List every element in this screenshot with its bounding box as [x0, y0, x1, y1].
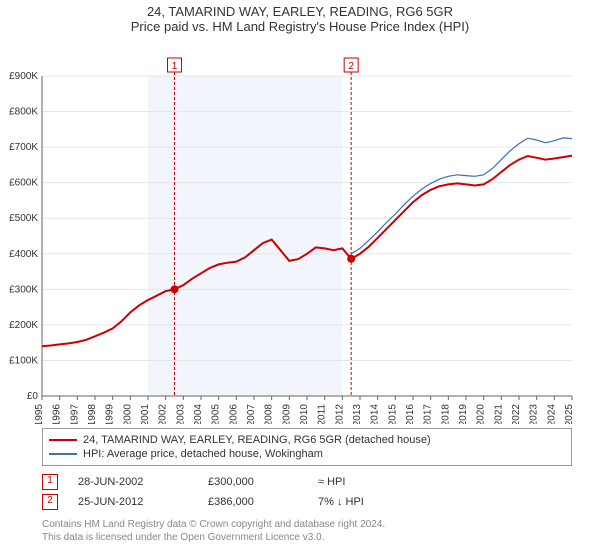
y-tick-label: £700K: [9, 142, 38, 153]
marker-price: £386,000: [208, 496, 298, 508]
x-tick-label: 2019: [458, 404, 469, 424]
x-tick-label: 2001: [140, 404, 151, 424]
x-tick-label: 2004: [193, 404, 204, 424]
marker-delta: 7% ↓ HPI: [318, 496, 364, 508]
x-tick-label: 2015: [387, 404, 398, 424]
marker-num: 2: [42, 494, 58, 510]
x-tick-label: 2003: [175, 404, 186, 424]
y-tick-label: £800K: [9, 107, 38, 118]
x-tick-label: 1996: [52, 404, 63, 424]
footer-attribution: Contains HM Land Registry data © Crown c…: [42, 518, 572, 544]
x-tick-label: 2017: [423, 404, 434, 424]
y-tick-label: £100K: [9, 355, 38, 366]
legend-label: HPI: Average price, detached house, Woki…: [83, 447, 323, 461]
legend-item: 24, TAMARIND WAY, EARLEY, READING, RG6 5…: [49, 433, 565, 447]
price-chart: £0 £100K £200K £300K £400K £500K £600K £700K £80…: [0, 34, 600, 424]
footer-line2: This data is licensed under the Open Gov…: [42, 531, 572, 544]
x-tick-label: 2006: [228, 404, 239, 424]
marker-delta: ≈ HPI: [318, 476, 345, 488]
marker-date: 25-JUN-2012: [78, 496, 188, 508]
legend-swatch: [49, 453, 77, 455]
legend-label: 24, TAMARIND WAY, EARLEY, READING, RG6 5…: [83, 433, 431, 447]
y-tick-label: £600K: [9, 178, 38, 189]
x-tick-label: 2022: [511, 404, 522, 424]
marker-row: 2 25-JUN-2012 £386,000 7% ↓ HPI: [42, 492, 572, 512]
x-tick-label: 2007: [246, 404, 257, 424]
x-tick-label: 2014: [370, 404, 381, 424]
legend-item: HPI: Average price, detached house, Woki…: [49, 447, 565, 461]
marker-row: 1 28-JUN-2002 £300,000 ≈ HPI: [42, 472, 572, 492]
y-tick-label: £200K: [9, 320, 38, 331]
marker-price: £300,000: [208, 476, 298, 488]
x-tick-label: 2010: [299, 404, 310, 424]
x-tick-label: 2018: [440, 404, 451, 424]
x-tick-label: 1997: [69, 404, 80, 424]
x-tick-label: 2012: [334, 404, 345, 424]
marker-num: 1: [42, 474, 58, 490]
x-tick-label: 2011: [317, 404, 328, 424]
series-hpi: [351, 138, 572, 254]
y-tick-label: £900K: [9, 71, 38, 82]
x-tick-label: 1999: [105, 404, 116, 424]
legend-swatch: [49, 439, 77, 441]
event-marker-num: 2: [348, 61, 354, 72]
x-tick-label: 2009: [281, 404, 292, 424]
y-tick-label: £400K: [9, 249, 38, 260]
x-tick-label: 2002: [158, 404, 169, 424]
y-tick-label: £300K: [9, 284, 38, 295]
x-tick-label: 2008: [264, 404, 275, 424]
x-tick-label: 2005: [211, 404, 222, 424]
footer-line1: Contains HM Land Registry data © Crown c…: [42, 518, 572, 531]
x-tick-label: 2025: [564, 404, 575, 424]
x-tick-label: 1998: [87, 404, 98, 424]
marker-date: 28-JUN-2002: [78, 476, 188, 488]
x-tick-label: 2016: [405, 404, 416, 424]
x-tick-label: 2023: [529, 404, 540, 424]
x-tick-label: 2024: [546, 404, 557, 424]
y-tick-label: £0: [27, 391, 39, 402]
title-subtitle: Price paid vs. HM Land Registry's House …: [0, 19, 600, 34]
x-tick-label: 2021: [493, 404, 504, 424]
x-tick-label: 1995: [34, 404, 45, 424]
event-marker-num: 1: [172, 61, 178, 72]
x-tick-label: 2020: [476, 404, 487, 424]
legend: 24, TAMARIND WAY, EARLEY, READING, RG6 5…: [42, 428, 572, 466]
y-tick-label: £500K: [9, 213, 38, 224]
title-address: 24, TAMARIND WAY, EARLEY, READING, RG6 5…: [0, 4, 600, 19]
markers-table: 1 28-JUN-2002 £300,000 ≈ HPI 2 25-JUN-2012 £38…: [42, 472, 572, 512]
x-tick-label: 2000: [122, 404, 133, 424]
x-tick-label: 2013: [352, 404, 363, 424]
chart-titles: 24, TAMARIND WAY, EARLEY, READING, RG6 5…: [0, 0, 600, 34]
